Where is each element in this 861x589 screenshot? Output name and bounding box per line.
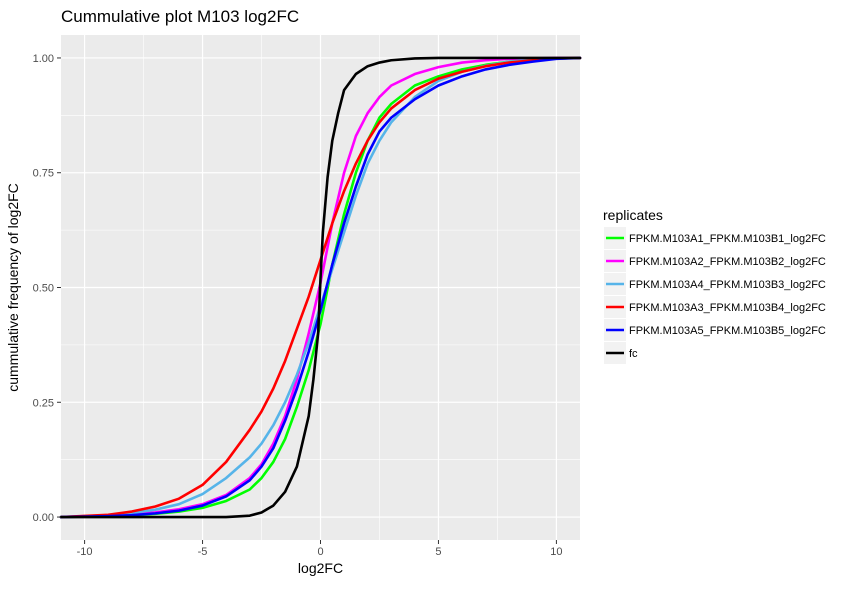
y-axis-label: cummulative frequency of log2FC [5,183,21,392]
x-tick-label: 5 [435,546,441,558]
x-axis-label: log2FC [298,560,343,576]
legend: replicates FPKM.M103A1_FPKM.M103B1_log2F… [603,207,826,364]
legend-label: FPKM.M103A5_FPKM.M103B5_log2FC [629,325,826,337]
x-tick-label: 10 [550,546,562,558]
series-line-1 [59,56,582,519]
legend-label: fc [629,348,638,360]
legend-label: FPKM.M103A3_FPKM.M103B4_log2FC [629,302,826,314]
series-lines [59,56,582,519]
legend-label: FPKM.M103A4_FPKM.M103B3_log2FC [629,279,826,291]
series-line-4 [59,56,582,519]
chart-title: Cummulative plot M103 log2FC [61,7,299,26]
x-tick-label: 0 [317,546,323,558]
series-line-5 [59,56,582,519]
x-tick-label: -10 [77,546,93,558]
y-tick-label: 0.00 [33,512,54,524]
x-tick-label: -5 [198,546,208,558]
y-tick-label: 0.50 [33,283,54,295]
legend-title: replicates [603,207,663,223]
legend-label: FPKM.M103A2_FPKM.M103B2_log2FC [629,256,826,268]
x-axis: -10 -5 0 5 10 [77,540,563,558]
legend-label: FPKM.M103A1_FPKM.M103B1_log2FC [629,233,826,245]
y-tick-label: 1.00 [33,53,54,65]
y-tick-label: 0.25 [33,397,54,409]
y-axis: 0.00 0.25 0.50 0.75 1.00 [33,53,61,524]
series-line-6 [59,56,582,519]
y-tick-label: 0.75 [33,168,54,180]
series-line-2 [59,56,582,519]
legend-items: FPKM.M103A1_FPKM.M103B1_log2FC FPKM.M103A… [604,227,826,364]
